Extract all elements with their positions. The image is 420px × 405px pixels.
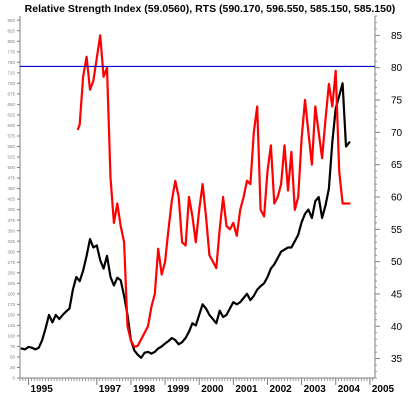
left-tick-label: 775: [7, 49, 15, 54]
x-tick-label: 2000: [201, 384, 224, 395]
series-lines: [20, 34, 351, 359]
left-tick-label: 700: [7, 81, 15, 86]
left-tick-label: 550: [7, 144, 15, 149]
left-tick-label: 125: [7, 323, 15, 328]
right-tick-label: 85: [391, 31, 403, 42]
x-tick-label: 2001: [235, 384, 258, 395]
right-tick-label: 40: [391, 322, 403, 333]
x-tick-label: 2003: [304, 384, 327, 395]
right-tick-label: 45: [391, 289, 403, 300]
left-tick-label: 600: [7, 123, 15, 128]
chart-title: Relative Strength Index (59.0560), RTS (…: [25, 3, 396, 15]
left-tick-label: 425: [7, 197, 15, 202]
x-tick-label: 1997: [99, 384, 122, 395]
left-tick-label: 325: [7, 239, 15, 244]
left-tick-label: 225: [7, 281, 15, 286]
left-tick-label: 525: [7, 155, 15, 160]
left-tick-label: 750: [7, 60, 15, 65]
left-tick-label: 350: [7, 228, 15, 233]
left-tick-label: 725: [7, 70, 15, 75]
left-tick-label: 650: [7, 102, 15, 107]
x-axis: 1995 1997 1998 1999 2000 2001 2002 2003 2004 2005: [19, 377, 395, 395]
left-tick-label: 850: [7, 18, 15, 23]
left-tick-label: 500: [7, 165, 15, 170]
right-tick-label: 60: [391, 193, 403, 204]
x-tick-label: 2004: [338, 384, 361, 395]
left-tick-label: 50: [10, 355, 16, 360]
x-tick-label: 1999: [167, 384, 190, 395]
left-tick-label: 625: [7, 113, 15, 118]
left-tick-label: 825: [7, 28, 15, 33]
left-axis: 0 25 50 75 100 125 150 175 200 225 250 275 300 325 350…: [7, 16, 21, 381]
right-axis: 35 40 45 50 55 60 65 70 75 80 85: [374, 15, 403, 379]
right-tick-label: 75: [391, 96, 403, 107]
right-tick-label: 50: [391, 257, 403, 268]
x-tick-label: 2005: [372, 384, 395, 395]
left-tick-label: 0: [12, 376, 15, 381]
right-tick-label: 80: [391, 63, 403, 74]
left-tick-label: 575: [7, 134, 15, 139]
left-tick-label: 150: [7, 312, 15, 317]
x-tick-label: 1995: [31, 384, 54, 395]
left-tick-label: 75: [10, 344, 16, 349]
left-tick-label: 200: [7, 291, 15, 296]
left-tick-label: 475: [7, 176, 15, 181]
right-tick-label: 70: [391, 128, 403, 139]
right-tick-label: 35: [391, 354, 403, 365]
left-tick-label: 100: [7, 334, 15, 339]
rsi-line: [76, 34, 351, 349]
right-tick-label: 65: [391, 160, 403, 171]
x-tick-label: 1998: [133, 384, 156, 395]
left-tick-label: 275: [7, 260, 15, 265]
left-tick-label: 675: [7, 91, 15, 96]
right-tick-label: 55: [391, 225, 403, 236]
left-tick-label: 25: [10, 365, 16, 370]
left-tick-label: 400: [7, 207, 15, 212]
rts-price-line: [20, 82, 351, 359]
left-tick-label: 175: [7, 302, 15, 307]
left-tick-label: 300: [7, 249, 15, 254]
left-tick-label: 800: [7, 39, 15, 44]
left-tick-label: 375: [7, 218, 15, 223]
left-tick-label: 450: [7, 186, 15, 191]
left-tick-label: 250: [7, 270, 15, 275]
x-tick-label: 2002: [269, 384, 292, 395]
